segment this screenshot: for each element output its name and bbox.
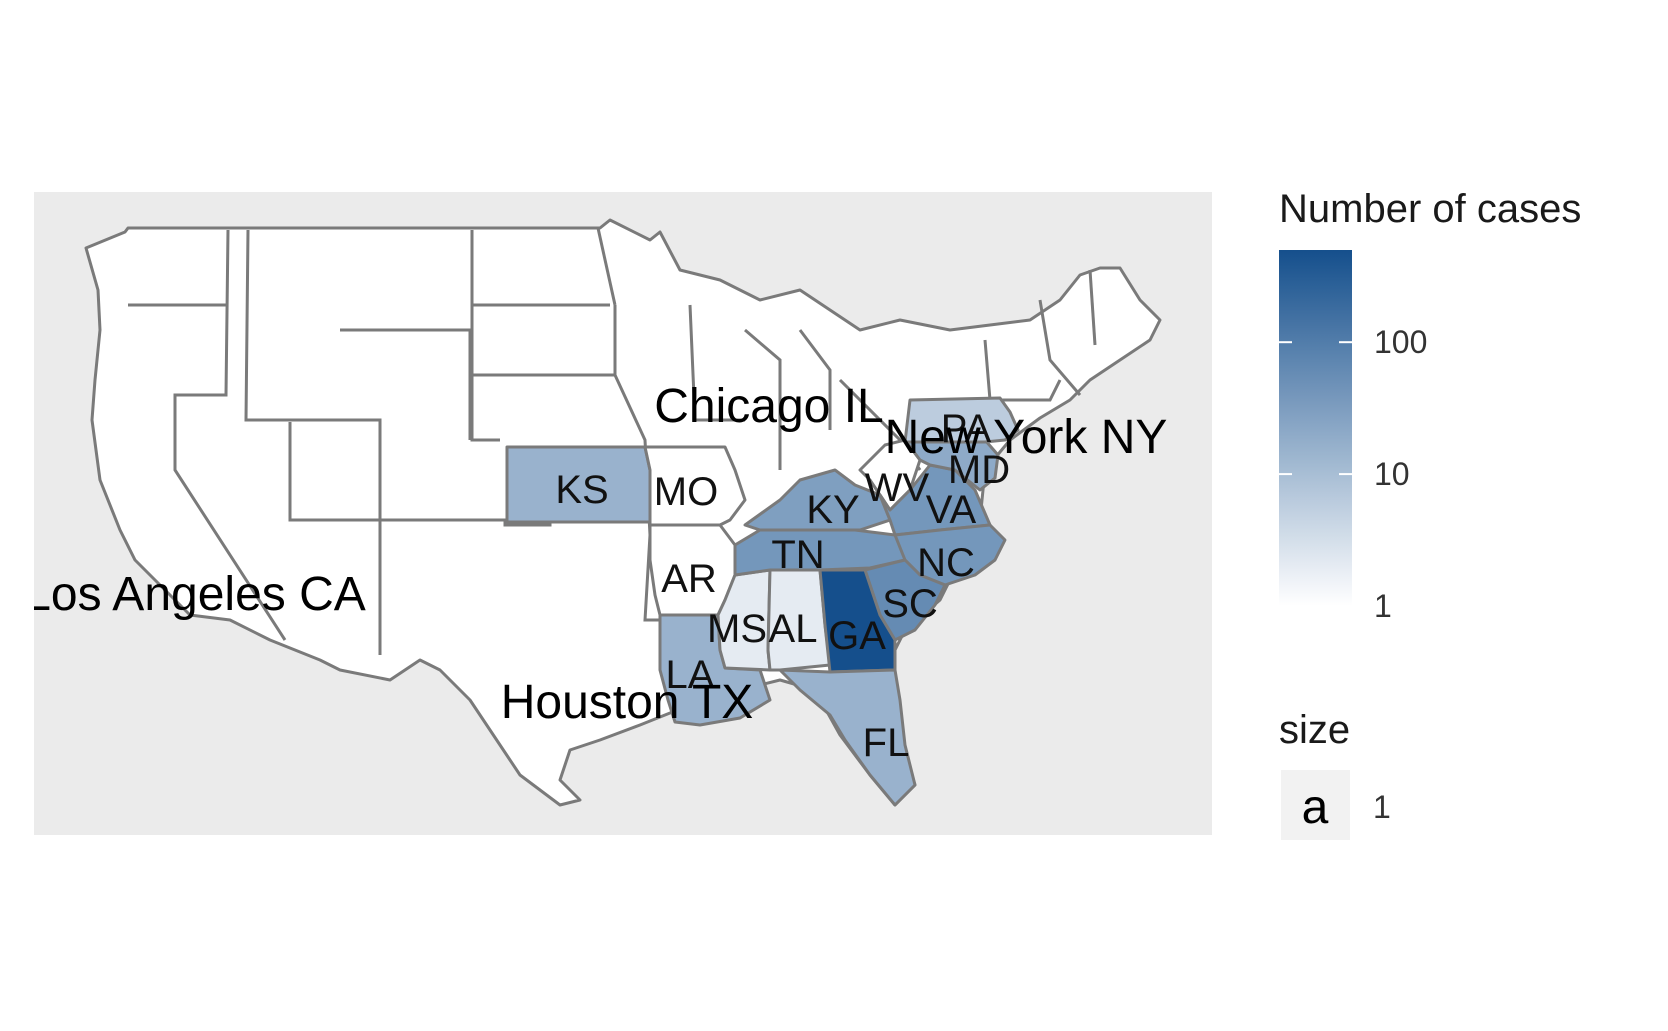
state-label-ar: AR: [661, 557, 717, 601]
state-ga: [818, 568, 897, 674]
fill-legend-tick-label: 100: [1374, 324, 1427, 360]
state-pa: [903, 396, 1020, 444]
state-label-fl: FL: [863, 721, 910, 765]
state-label-ks: KS: [555, 468, 608, 512]
size-legend-value: 1: [1373, 789, 1391, 825]
fill-legend-ticks: 1 10 100: [1279, 324, 1427, 624]
fill-legend-colorbar: [1279, 250, 1352, 606]
state-mo: [643, 445, 747, 527]
state-label-tn: TN: [771, 533, 824, 577]
city-label-new-york: New York NY: [885, 411, 1168, 464]
state-label-ms: MS: [707, 607, 767, 651]
state-labels: KS MO AR LA MS AL TN KY WV VA MD PA NC S…: [555, 407, 1010, 765]
size-legend-key-glyph: a: [1302, 781, 1329, 834]
city-label-houston: Houston TX: [501, 676, 754, 729]
state-md: [903, 438, 1000, 492]
state-label-nc: NC: [917, 541, 975, 585]
state-polygons: [505, 396, 1020, 807]
state-label-sc: SC: [882, 582, 938, 626]
state-fl: [778, 668, 917, 807]
fill-legend: Number of cases 1 10 100: [1279, 187, 1581, 624]
state-label-va: VA: [926, 488, 977, 532]
fill-legend-tick-label: 1: [1374, 588, 1392, 624]
state-ky: [743, 468, 892, 532]
size-legend-title: size: [1279, 708, 1350, 752]
size-legend: size a 1: [1279, 708, 1391, 840]
state-label-al: AL: [769, 607, 818, 651]
state-label-ky: KY: [806, 488, 859, 532]
state-label-ga: GA: [828, 614, 886, 658]
state-label-wv: WV: [865, 466, 930, 510]
fill-legend-title: Number of cases: [1279, 187, 1581, 231]
city-label-chicago: Chicago IL: [654, 380, 883, 433]
state-label-pa: PA: [941, 407, 992, 451]
fill-legend-tick-label: 10: [1374, 456, 1410, 492]
city-label-los-angeles: Los Angeles CA: [24, 568, 366, 621]
city-labels: Chicago IL New York NY Los Angeles CA Ho…: [24, 380, 1168, 729]
state-label-md: MD: [948, 448, 1010, 492]
state-label-mo: MO: [654, 470, 718, 514]
state-label-la: LA: [666, 653, 715, 697]
state-va: [878, 463, 992, 537]
size-legend-key: [1281, 770, 1350, 840]
